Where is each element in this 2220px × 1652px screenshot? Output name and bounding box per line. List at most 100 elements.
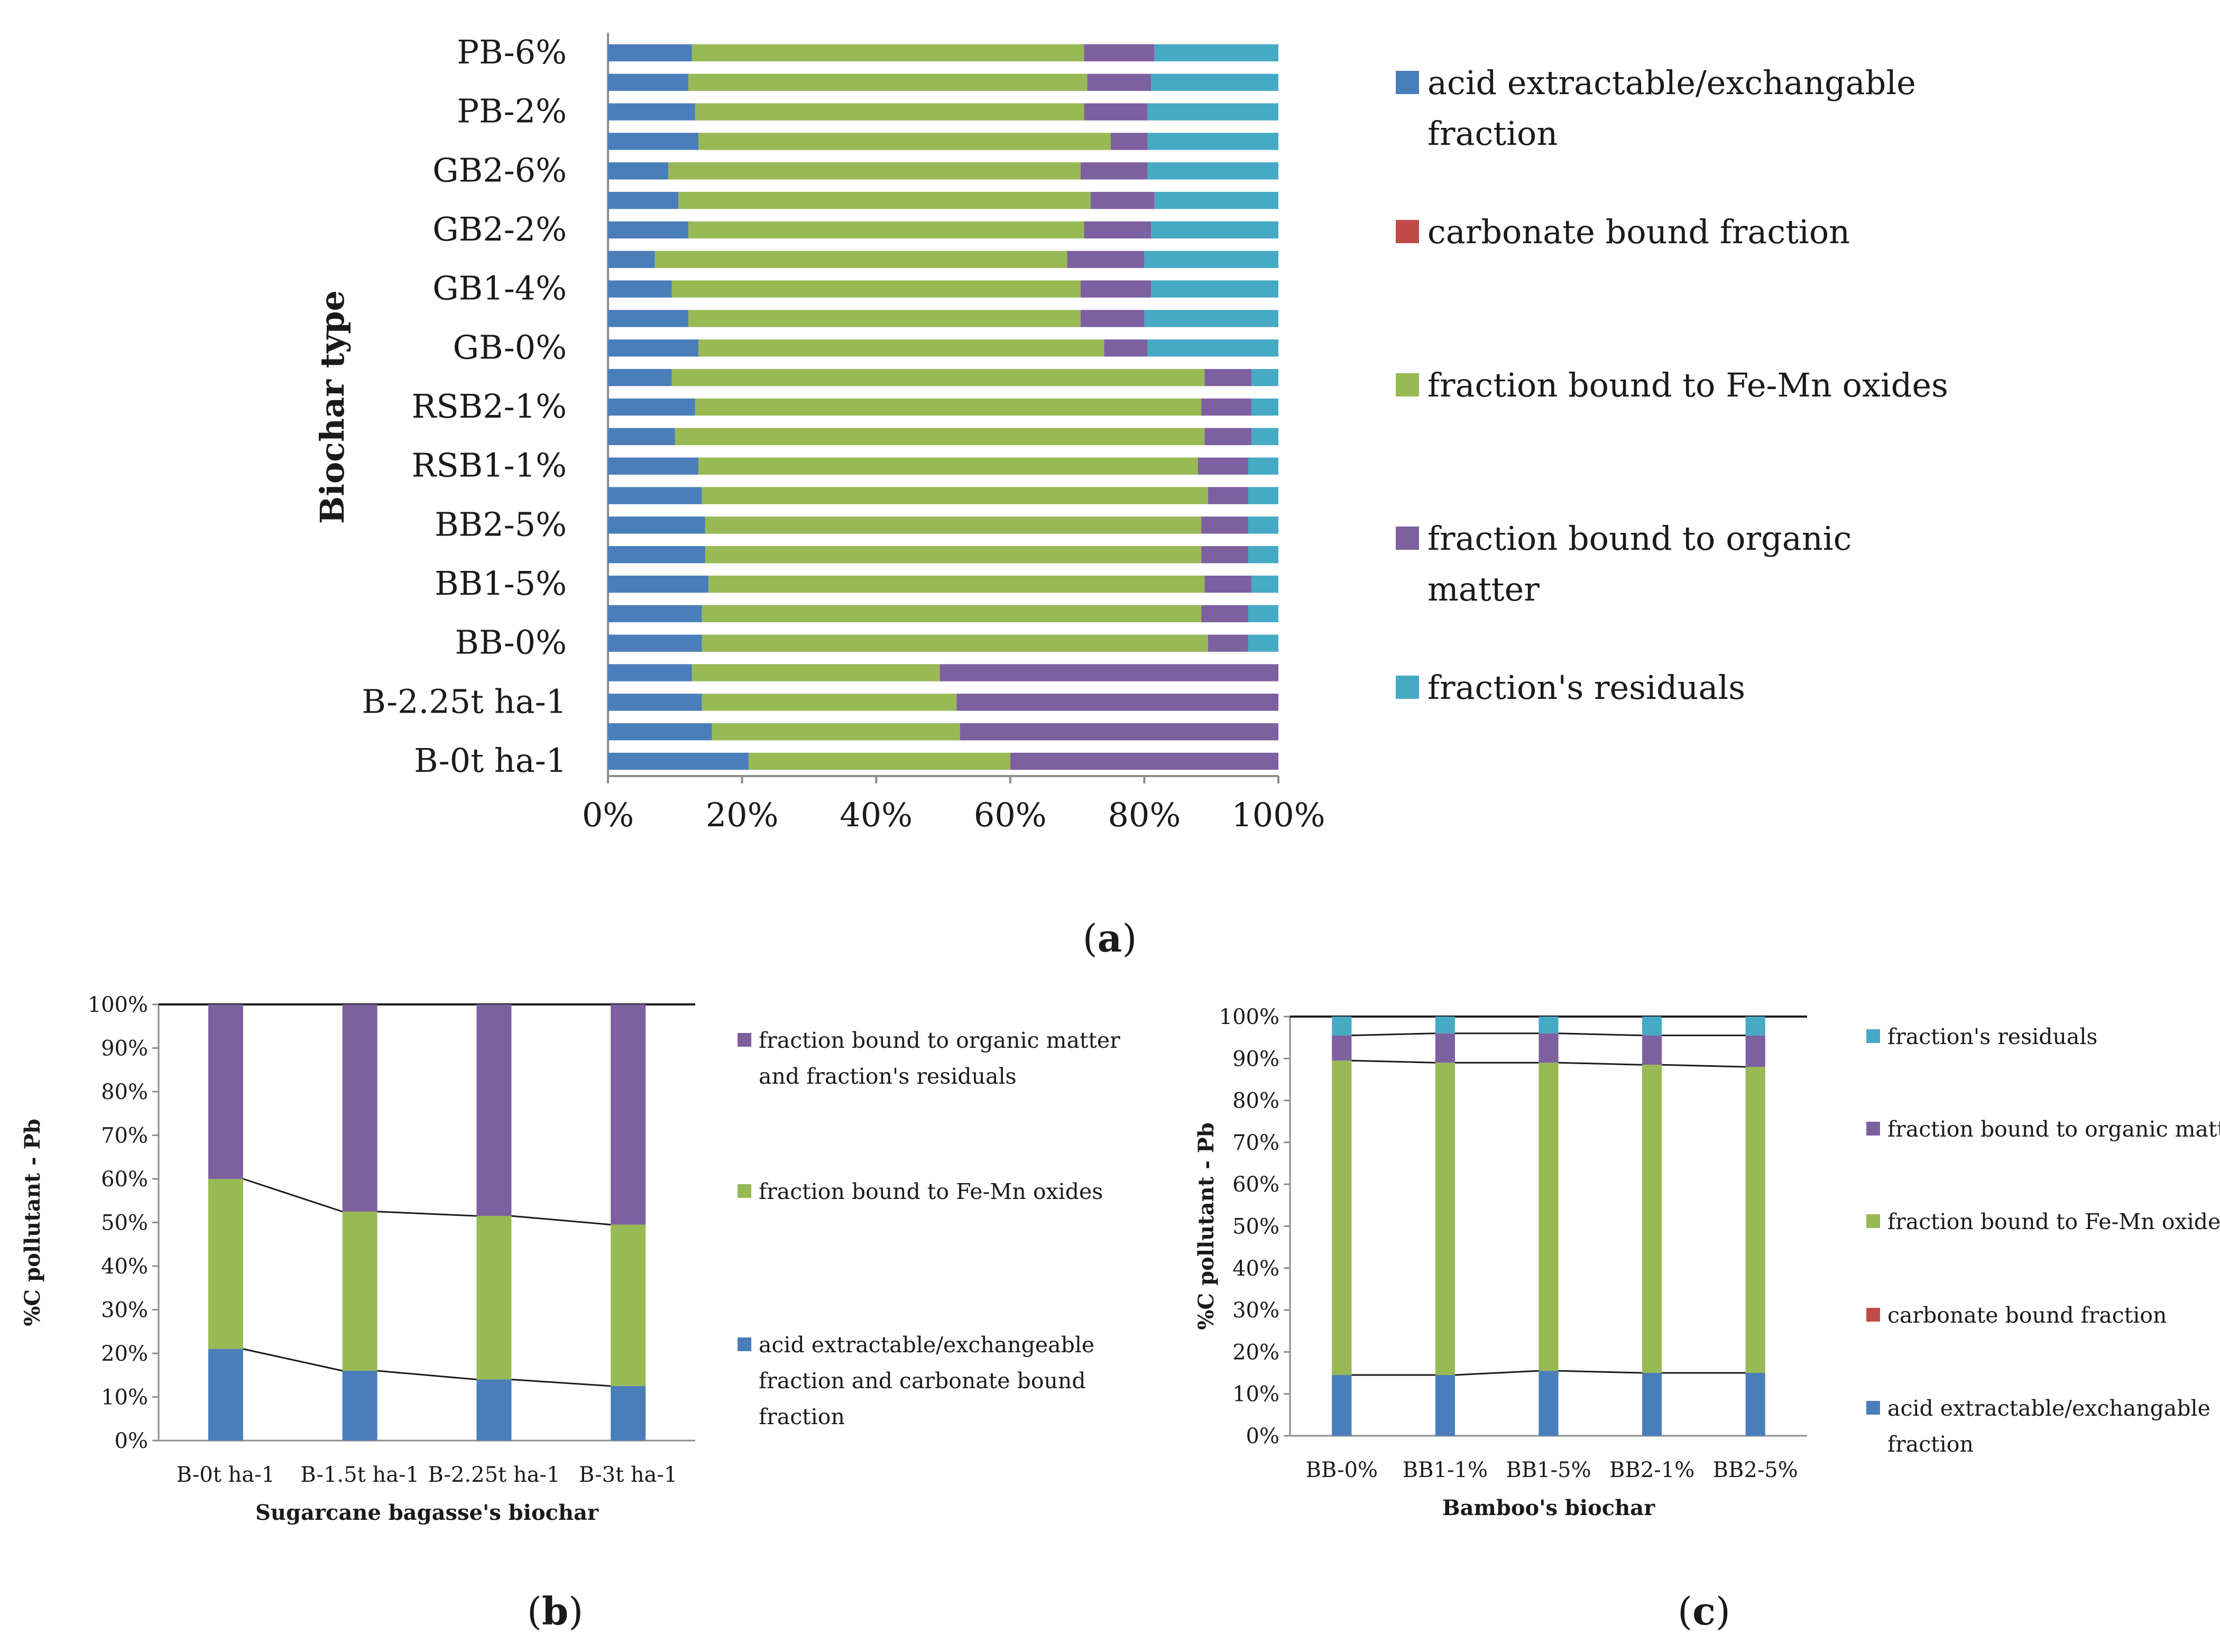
legend-swatch-carbonate-bound-fraction: [1396, 220, 1419, 243]
bar-b-2-25t-ha-1-acid-extractable-exchangeable-fraction-and-carbonate-bound-fraction: [476, 1379, 512, 1441]
x-tick-label-b-0t-ha-1: B-0t ha-1: [177, 1463, 275, 1487]
bar-3-fraction-s-residuals: [1147, 103, 1278, 121]
series-connector-fraction-bound-to-fe-mn-oxides: [1351, 1059, 1435, 1064]
bar-24-fraction-bound-to-fe-mn-oxides: [712, 723, 960, 741]
bar-18-acid-extractable-exchangable-fraction: [608, 546, 705, 564]
y-tick-label-b-2-25t-ha-1: B-2.25t ha-1: [362, 682, 567, 721]
bar-16-fraction-bound-to-fe-mn-oxides: [702, 487, 1208, 504]
y-tick-label-90: 90%: [1232, 1047, 1279, 1071]
x-tick-label-80: 80%: [1108, 796, 1181, 834]
bar-2-acid-extractable-exchangable-fraction: [608, 73, 689, 91]
bar-3-fraction-bound-to-organic-matter: [1084, 103, 1148, 121]
bar-23-fraction-bound-to-fe-mn-oxides: [702, 694, 957, 711]
bar-b-0t-ha-1-acid-extractable-exchangeable-fraction-and-carbonate-bound-fraction: [208, 1349, 243, 1441]
bar-18-fraction-s-residuals: [1248, 546, 1278, 564]
legend-label-fraction-s-residuals: fraction's residuals: [1427, 668, 1745, 707]
bar-16-fraction-s-residuals: [1248, 487, 1278, 504]
bar-7-fraction-bound-to-organic-matter: [1084, 221, 1152, 239]
bar-b-0t-ha-1-fraction-bound-to-organic-matter-and-fraction-s-residuals: [208, 1004, 243, 1179]
panel-c-label: (c): [1678, 1589, 1730, 1633]
bar-14-fraction-bound-to-organic-matter: [1204, 428, 1252, 446]
y-tick-label-20: 20%: [101, 1342, 148, 1366]
bar-20-acid-extractable-exchangable-fraction: [608, 605, 702, 623]
bar-2-fraction-bound-to-fe-mn-oxides: [688, 73, 1088, 91]
legend-label-fraction-s-residuals-line: fraction's residuals: [1887, 1024, 2097, 1049]
x-tick-label-bb1-5: BB1-5%: [1506, 1458, 1591, 1482]
bar-25-fraction-bound-to-fe-mn-oxides: [749, 752, 1010, 770]
y-tick-label-0: 0%: [115, 1429, 148, 1453]
x-axis-title: Sugarcane bagasse's biochar: [255, 1500, 599, 1525]
y-axis-title: Biochar type: [313, 290, 352, 524]
bar-10-fraction-bound-to-fe-mn-oxides: [688, 310, 1081, 327]
y-tick-label-gb-0: GB-0%: [453, 328, 567, 366]
bar-bb1-1-fraction-bound-to-organic-matter: [1435, 1033, 1455, 1063]
bar-bb1-5-fraction-s-residuals: [1539, 1017, 1559, 1033]
bar-bb1-5-fraction-bound-to-organic-matter: [1539, 1033, 1559, 1063]
bar-bb2-5-fraction-bound-to-organic-matter: [1745, 1035, 1765, 1067]
bar-6-fraction-s-residuals: [1154, 191, 1278, 209]
y-tick-label-70: 70%: [101, 1124, 148, 1148]
y-tick-label-80: 80%: [101, 1080, 148, 1104]
y-tick-label-10: 10%: [1232, 1382, 1279, 1407]
panel-c-chart: 0% 10% 20% 30% 40% 50% 60% 70% 80% 90% 100% BB-0% BB…: [1194, 1005, 2220, 1520]
y-axis-title: %C pollutant - Pb: [20, 1119, 45, 1326]
legend-label-fraction-bound-to-organic-matter: fraction bound to organic matter: [1427, 519, 1851, 608]
series-connector-fraction-bound-to-organic-matter: [1558, 1032, 1643, 1037]
y-tick-label-bb1-5: BB1-5%: [435, 564, 567, 603]
legend-swatch-carbonate-bound-fraction: [1866, 1308, 1880, 1322]
series-connector-fraction-bound-to-fe-mn-oxides: [1662, 1064, 1746, 1068]
bar-bb1-1-fraction-bound-to-fe-mn-oxides: [1435, 1063, 1455, 1376]
bar-10-fraction-s-residuals: [1144, 310, 1278, 327]
bar-b-2-25t-ha-1-fraction-bound-to-fe-mn-oxides: [476, 1216, 512, 1380]
legend-label-fraction-bound-to-organic-matter-and-fraction-s-residuals-line: and fraction's residuals: [759, 1064, 1017, 1089]
legend-label-carbonate-bound-fraction-line: carbonate bound fraction: [1427, 213, 1850, 251]
panel-a-letter: a: [1098, 916, 1122, 961]
series-connector-acid-extractable-exchangeable-fraction-and-carbonate-bound-fraction: [377, 1370, 477, 1380]
bar-bb1-5-fraction-bound-to-fe-mn-oxides: [1539, 1063, 1559, 1371]
y-tick-label-30: 30%: [1232, 1298, 1279, 1323]
y-tick-label-60: 60%: [1232, 1173, 1279, 1197]
bar-11-fraction-bound-to-organic-matter: [1104, 339, 1148, 357]
bar-21-fraction-bound-to-organic-matter: [1208, 634, 1248, 652]
legend-label-acid-extractable-exchangable-fraction-line: acid extractable/exchangable: [1887, 1396, 2210, 1421]
bar-4-acid-extractable-exchangable-fraction: [608, 133, 699, 150]
bar-6-fraction-bound-to-organic-matter: [1090, 191, 1155, 209]
bar-3-fraction-bound-to-fe-mn-oxides: [695, 103, 1084, 121]
legend-swatch-fraction-bound-to-fe-mn-oxides: [1866, 1214, 1880, 1228]
bar-2-fraction-s-residuals: [1151, 73, 1278, 91]
bar-7-acid-extractable-exchangable-fraction: [608, 221, 689, 239]
x-tick-label-bb2-1: BB2-1%: [1609, 1458, 1694, 1482]
bar-bb1-1-acid-extractable-exchangable-fraction: [1435, 1375, 1455, 1436]
panel-b-label: (b): [527, 1589, 584, 1633]
bar-1-fraction-bound-to-fe-mn-oxides: [692, 44, 1084, 62]
panel-c-letter: c: [1692, 1589, 1716, 1633]
bar-10-fraction-bound-to-organic-matter: [1080, 310, 1145, 327]
y-tick-label-rsb1-1: RSB1-1%: [412, 446, 567, 485]
y-tick-label-gb2-2: GB2-2%: [432, 210, 567, 248]
bar-15-acid-extractable-exchangable-fraction: [608, 457, 699, 475]
bar-17-fraction-s-residuals: [1248, 516, 1278, 534]
bar-11-fraction-bound-to-fe-mn-oxides: [698, 339, 1104, 357]
panel-b-chart: 0% 10% 20% 30% 40% 50% 60% 70% 80% 90% 100% B-0t ha…: [20, 993, 1120, 1525]
legend-swatch-acid-extractable-exchangable-fraction: [1396, 71, 1419, 94]
legend-label-acid-extractable-exchangable-fraction-line: fraction: [1427, 114, 1558, 153]
bar-19-fraction-bound-to-organic-matter: [1204, 575, 1252, 593]
bar-16-acid-extractable-exchangable-fraction: [608, 487, 702, 504]
bar-17-fraction-bound-to-organic-matter: [1201, 516, 1248, 534]
bar-13-fraction-s-residuals: [1251, 398, 1278, 416]
legend-label-acid-extractable-exchangeable-fraction-and-carbonate-bound-fraction-line: fraction: [759, 1404, 845, 1429]
legend-label-acid-extractable-exchangeable-fraction-and-carbonate-bound-fraction-line: acid extractable/exchangeable: [759, 1332, 1094, 1358]
legend-swatch-acid-extractable-exchangeable-fraction-and-carbonate-bound-fraction: [738, 1337, 751, 1351]
legend-label-fraction-bound-to-organic-matter-and-fraction-s-residuals-line: fraction bound to organic matter: [759, 1028, 1120, 1053]
bar-15-fraction-s-residuals: [1248, 457, 1278, 475]
panel-a-label: (a): [1083, 916, 1137, 961]
legend-label-fraction-bound-to-organic-matter-line: fraction bound to organic matter: [1887, 1116, 2220, 1142]
bar-8-fraction-bound-to-organic-matter: [1067, 251, 1145, 268]
bar-b-3t-ha-1-fraction-bound-to-organic-matter-and-fraction-s-residuals: [611, 1004, 646, 1225]
x-tick-label-20: 20%: [706, 796, 779, 834]
y-tick-label-20: 20%: [1232, 1340, 1279, 1364]
bar-6-acid-extractable-exchangable-fraction: [608, 191, 679, 209]
bar-21-fraction-bound-to-fe-mn-oxides: [702, 634, 1208, 652]
bar-b-3t-ha-1-fraction-bound-to-fe-mn-oxides: [611, 1224, 646, 1386]
bar-b-2-25t-ha-1-fraction-bound-to-organic-matter-and-fraction-s-residuals: [476, 1004, 512, 1216]
